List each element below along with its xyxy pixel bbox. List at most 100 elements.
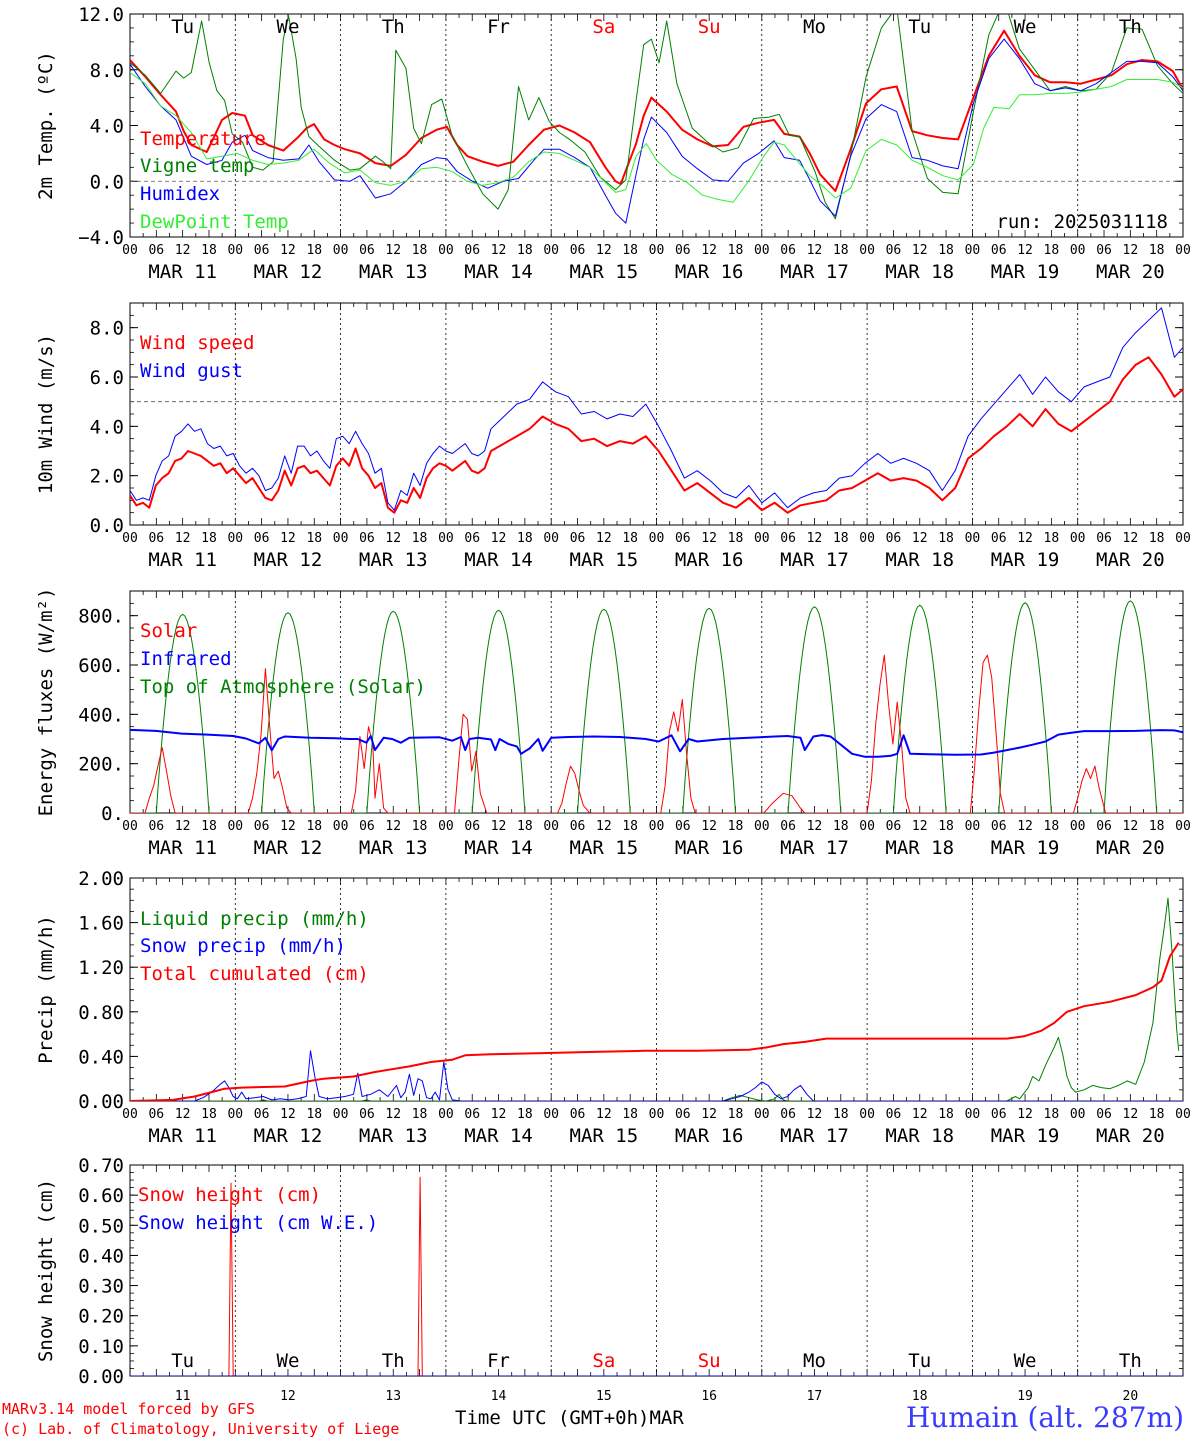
hour-tick-label: 00 bbox=[1175, 1107, 1191, 1122]
energy-legend-entry: Top of Atmosphere (Solar) bbox=[140, 676, 426, 698]
date-label: MAR 13 bbox=[359, 261, 428, 283]
hour-tick-label: 12 bbox=[807, 1107, 823, 1122]
date-label: MAR 11 bbox=[148, 549, 217, 571]
hour-tick-label: 06 bbox=[886, 1107, 902, 1122]
wind-y-axis-label: 10m Wind (m/s) bbox=[35, 334, 57, 494]
hour-tick-label: 18 bbox=[1044, 243, 1060, 258]
date-label: MAR 12 bbox=[254, 837, 323, 859]
hour-tick-label: 18 bbox=[201, 819, 217, 834]
hour-tick-label: 00 bbox=[333, 531, 349, 546]
hour-tick-label: 18 bbox=[622, 819, 638, 834]
weekday-label-bottom: Sa bbox=[592, 1350, 615, 1372]
hour-tick-label: 12 bbox=[701, 1107, 717, 1122]
hour-tick-label: 00 bbox=[649, 819, 665, 834]
date-label: MAR 20 bbox=[1096, 1125, 1165, 1147]
temperature-y-tick-label: 4.0 bbox=[90, 116, 124, 138]
weekday-label-bottom: We bbox=[1014, 1350, 1037, 1372]
hour-tick-label: 18 bbox=[833, 243, 849, 258]
date-label: MAR 18 bbox=[885, 261, 954, 283]
date-label: MAR 14 bbox=[464, 549, 533, 571]
hour-tick-label: 18 bbox=[938, 819, 954, 834]
date-label: MAR 13 bbox=[359, 837, 428, 859]
hour-tick-label: 12 bbox=[701, 531, 717, 546]
weekday-label: Tu bbox=[171, 16, 194, 38]
hour-tick-label: 12 bbox=[701, 819, 717, 834]
hour-tick-label: 06 bbox=[570, 1107, 586, 1122]
hour-tick-label: 12 bbox=[596, 531, 612, 546]
hour-tick-label: 06 bbox=[254, 243, 270, 258]
date-label: MAR 17 bbox=[780, 261, 849, 283]
hour-tick-label: 06 bbox=[991, 819, 1007, 834]
hour-tick-label: 18 bbox=[517, 1107, 533, 1122]
run-label: run: 2025031118 bbox=[996, 211, 1168, 233]
hour-tick-label: 06 bbox=[991, 243, 1007, 258]
hour-tick-label: 00 bbox=[965, 243, 981, 258]
hour-tick-label: 06 bbox=[464, 531, 480, 546]
snow-panel: 0.00 0.10 0.20 0.30 0.40 0.50 0.60 0.70 Snow hei… bbox=[35, 1155, 1184, 1404]
hour-tick-label: 00 bbox=[754, 243, 770, 258]
hour-tick-label: 06 bbox=[359, 531, 375, 546]
hour-tick-label: 06 bbox=[148, 1107, 164, 1122]
temperature-legend-entry: Humidex bbox=[140, 183, 220, 205]
date-label: MAR 19 bbox=[991, 1125, 1060, 1147]
date-label: MAR 20 bbox=[1096, 261, 1165, 283]
hour-tick-label: 06 bbox=[675, 819, 691, 834]
hour-tick-label: 12 bbox=[807, 531, 823, 546]
hour-tick-label: 06 bbox=[570, 243, 586, 258]
snow-y-tick-label: 0.00 bbox=[78, 1366, 124, 1388]
date-label: MAR 16 bbox=[675, 837, 744, 859]
date-label: MAR 17 bbox=[780, 1125, 849, 1147]
hour-tick-label: 18 bbox=[306, 1107, 322, 1122]
hour-tick-label: 12 bbox=[1123, 1107, 1139, 1122]
hour-tick-label: 00 bbox=[1070, 243, 1086, 258]
hour-tick-label: 00 bbox=[227, 243, 243, 258]
hour-tick-label: 18 bbox=[728, 819, 744, 834]
hour-tick-label: 18 bbox=[622, 243, 638, 258]
hour-tick-label: 12 bbox=[175, 531, 191, 546]
copyright-line: (c) Lab. of Climatology, University of L… bbox=[2, 1420, 400, 1438]
hour-tick-label: 06 bbox=[148, 819, 164, 834]
hour-tick-label: 00 bbox=[438, 243, 454, 258]
hour-tick-label: 18 bbox=[1149, 243, 1165, 258]
date-label: MAR 14 bbox=[464, 837, 533, 859]
date-label: MAR 19 bbox=[991, 549, 1060, 571]
series-temperature bbox=[130, 29, 1183, 192]
date-label: MAR 15 bbox=[570, 549, 639, 571]
hour-tick-label: 18 bbox=[517, 819, 533, 834]
hour-tick-label: 06 bbox=[464, 243, 480, 258]
day-number-label: 12 bbox=[280, 1389, 296, 1404]
hour-tick-label: 06 bbox=[675, 1107, 691, 1122]
hour-tick-label: 12 bbox=[596, 1107, 612, 1122]
x-axis-time-label: Time UTC (GMT+0h) bbox=[455, 1407, 650, 1429]
hour-tick-label: 12 bbox=[385, 531, 401, 546]
day-number-label: 17 bbox=[807, 1389, 823, 1404]
temperature-y-tick-label: 0.0 bbox=[90, 171, 124, 193]
date-label: MAR 14 bbox=[464, 1125, 533, 1147]
hour-tick-label: 00 bbox=[122, 243, 138, 258]
energy-y-tick-label: 200. bbox=[78, 754, 124, 776]
hour-tick-label: 06 bbox=[1096, 1107, 1112, 1122]
snow-y-tick-label: 0.60 bbox=[78, 1185, 124, 1207]
snow-y-tick-label: 0.40 bbox=[78, 1245, 124, 1267]
precip-y-tick-label: 1.20 bbox=[78, 957, 124, 979]
energy-y-tick-label: 800. bbox=[78, 606, 124, 628]
hour-tick-label: 06 bbox=[464, 1107, 480, 1122]
hour-tick-label: 06 bbox=[570, 531, 586, 546]
hour-tick-label: 12 bbox=[1017, 243, 1033, 258]
hour-tick-label: 06 bbox=[464, 819, 480, 834]
hour-tick-label: 06 bbox=[148, 531, 164, 546]
hour-tick-label: 18 bbox=[1149, 531, 1165, 546]
hour-tick-label: 00 bbox=[965, 1107, 981, 1122]
date-label: MAR 12 bbox=[254, 1125, 323, 1147]
hour-tick-label: 12 bbox=[280, 531, 296, 546]
hour-tick-label: 06 bbox=[1096, 243, 1112, 258]
energy-y-tick-label: 400. bbox=[78, 704, 124, 726]
hour-tick-label: 00 bbox=[859, 1107, 875, 1122]
hour-tick-label: 12 bbox=[491, 1107, 507, 1122]
weekday-label: Fr bbox=[487, 16, 510, 38]
hour-tick-label: 00 bbox=[1070, 819, 1086, 834]
hour-tick-label: 00 bbox=[227, 819, 243, 834]
precip-y-tick-label: 0.80 bbox=[78, 1002, 124, 1024]
hour-tick-label: 18 bbox=[412, 531, 428, 546]
hour-tick-label: 00 bbox=[1175, 243, 1191, 258]
